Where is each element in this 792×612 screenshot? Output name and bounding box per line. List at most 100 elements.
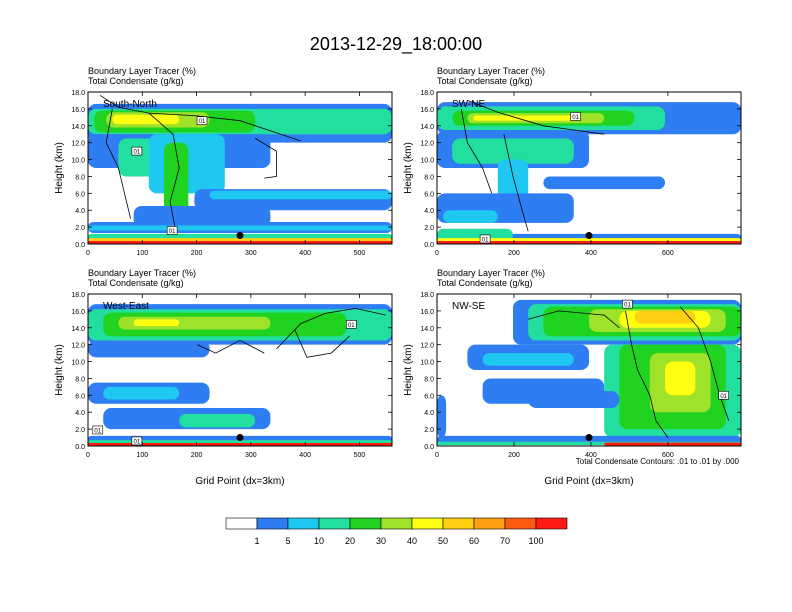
field-patch <box>528 391 620 408</box>
y-tick-label: 16.0 <box>420 309 434 316</box>
y-tick-label: 14.0 <box>71 124 85 131</box>
colorbar-swatch <box>225 517 258 530</box>
y-tick-label: 2.0 <box>424 427 434 434</box>
y-axis-label: Height (km) <box>403 142 414 194</box>
contour-line <box>679 306 730 421</box>
y-tick-label: 2.0 <box>75 427 85 434</box>
y-tick-label: 0.0 <box>75 444 85 451</box>
plot-frame <box>436 91 742 245</box>
field-patch <box>103 386 180 400</box>
panel-3: 01 01 01 West-East Boundary Layer Tracer (%)… <box>54 268 393 487</box>
colorbar-label: 20 <box>345 536 355 546</box>
x-tick-label: 400 <box>299 250 311 257</box>
x-tick-label: 400 <box>299 452 311 459</box>
field-patch <box>604 442 741 446</box>
panel-title-tracer: Boundary Layer Tracer (%) <box>88 66 196 76</box>
y-tick-label: 6.0 <box>75 191 85 198</box>
colorbar-label: 1 <box>254 536 259 546</box>
location-marker <box>585 232 593 240</box>
x-tick-label: 100 <box>136 250 148 257</box>
field-patch <box>209 190 392 200</box>
y-tick-label: 4.0 <box>424 410 434 417</box>
x-tick-label: 0 <box>86 452 90 459</box>
y-tick-label: 0.0 <box>424 444 434 451</box>
contour-label-box <box>345 320 357 329</box>
field-patch <box>482 353 574 366</box>
contour-label-box <box>131 436 143 446</box>
y-tick-label: 2.0 <box>424 225 434 232</box>
y-tick-label: 18.0 <box>71 90 85 97</box>
y-tick-label: 2.0 <box>75 225 85 232</box>
colorbar: 1 5 10 20 30 40 50 60 70 100 <box>225 517 568 546</box>
y-tick-label: 10.0 <box>71 360 85 367</box>
panel-1: 01 01 01 South-North Boundary Layer Tracer (… <box>54 66 393 257</box>
color-field <box>88 304 392 446</box>
colorbar-swatch <box>256 517 289 530</box>
colorbar-label: 10 <box>314 536 324 546</box>
contour-line <box>467 100 605 135</box>
x-tick-label: 0 <box>435 452 439 459</box>
y-axis-label: Height (km) <box>403 344 414 396</box>
y-tick-label: 12.0 <box>420 141 434 148</box>
contour-label: 01 <box>572 115 579 121</box>
field-patch <box>443 210 498 223</box>
field-patch <box>473 115 574 121</box>
field-patch <box>88 241 392 244</box>
y-tick-label: 18.0 <box>71 292 85 299</box>
y-tick-label: 6.0 <box>75 393 85 400</box>
y-tick-label: 14.0 <box>420 124 434 131</box>
contour-line <box>254 138 277 179</box>
panel-title-tracer: Boundary Layer Tracer (%) <box>88 268 196 278</box>
colorbar-swatch <box>380 517 413 530</box>
x-tick-label: 600 <box>662 452 674 459</box>
contour-label-box <box>196 116 208 126</box>
colorbar-label: 100 <box>528 536 543 546</box>
contour-label-box <box>131 146 143 156</box>
field-patch <box>88 225 392 231</box>
y-tick-label: 16.0 <box>71 107 85 114</box>
colorbar-label: 60 <box>469 536 479 546</box>
contour-label: 01 <box>482 237 489 243</box>
location-marker <box>236 232 244 240</box>
y-tick-label: 0.0 <box>75 242 85 249</box>
color-field <box>437 100 741 244</box>
x-tick-label: 200 <box>191 250 203 257</box>
panel-title-condensate: Total Condensate (g/kg) <box>437 278 533 288</box>
field-patch <box>543 176 665 190</box>
x-tick-label: 400 <box>585 452 597 459</box>
figure-title: 2013-12-29_18:00:00 <box>310 34 482 55</box>
field-patch <box>133 206 271 228</box>
plot-frame <box>87 293 393 447</box>
contour-label: 01 <box>169 229 176 235</box>
y-tick-label: 14.0 <box>420 326 434 333</box>
colorbar-swatch <box>411 517 444 530</box>
colorbar-swatch <box>535 517 568 530</box>
contour-label: 01 <box>348 323 355 329</box>
x-tick-label: 400 <box>585 250 597 257</box>
colorbar-label: 40 <box>407 536 417 546</box>
colorbar-label: 5 <box>285 536 290 546</box>
field-patch <box>112 114 180 125</box>
field-patch <box>179 413 256 428</box>
contour-line <box>105 108 131 219</box>
panel-label: South-North <box>103 99 157 110</box>
y-tick-label: 4.0 <box>424 208 434 215</box>
colorbar-swatch <box>442 517 475 530</box>
location-marker <box>585 434 593 442</box>
contour-line <box>294 329 350 358</box>
contour-line <box>99 95 301 142</box>
location-marker <box>236 434 244 442</box>
x-tick-label: 100 <box>136 452 148 459</box>
y-tick-label: 16.0 <box>71 309 85 316</box>
panels: 01 01 01 South-North Boundary Layer Tracer (… <box>54 66 742 487</box>
x-tick-label: 200 <box>508 250 520 257</box>
y-tick-label: 0.0 <box>424 242 434 249</box>
contour-label-box <box>479 234 491 244</box>
colorbar-swatch <box>504 517 537 530</box>
y-axis-label: Height (km) <box>54 344 65 396</box>
y-axis-label: Height (km) <box>54 142 65 194</box>
field-patch <box>88 340 210 358</box>
x-tick-label: 500 <box>354 452 366 459</box>
y-tick-label: 4.0 <box>75 410 85 417</box>
